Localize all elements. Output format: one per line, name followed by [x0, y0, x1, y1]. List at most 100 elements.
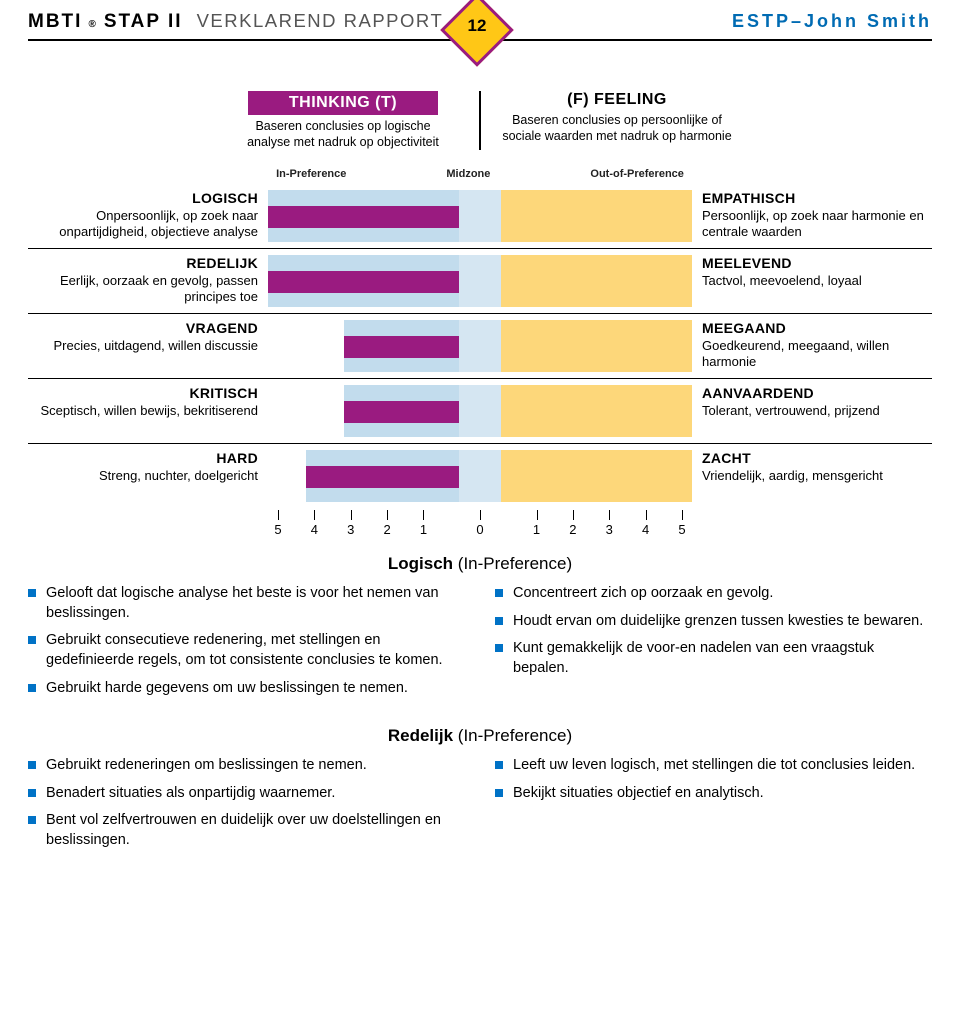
facet-left-title: REDELIJK: [28, 255, 258, 273]
bullet-item: Benadert situaties als onpartijdig waarn…: [28, 784, 465, 804]
bullet-item: Houdt ervan om duidelijke grenzen tussen…: [495, 612, 932, 632]
step-label: STAP II: [104, 11, 183, 33]
brand-name: MBTI: [28, 11, 82, 33]
zone-midzone: [459, 320, 501, 372]
facet-row: HARDStreng, nuchter, doelgericht ZACHTVri…: [28, 444, 932, 508]
label-inpreference: In-Preference: [276, 168, 346, 180]
bullet-list: Gebruikt redeneringen om beslissingen te…: [28, 756, 465, 850]
score-bar: [268, 271, 459, 293]
zone-outpref: [501, 320, 692, 372]
thinking-title: THINKING (T): [248, 91, 438, 115]
axis-tick: [682, 510, 683, 520]
trait-header: THINKING (T) Baseren conclusies op logis…: [0, 91, 960, 150]
axis-tick: [351, 510, 352, 520]
report-header: MBTI® STAP II VERKLAREND RAPPORT 12 ESTP…: [0, 0, 960, 33]
facet-bar-zone: [268, 450, 692, 502]
bullet-list: Gelooft dat logische analyse het beste i…: [28, 584, 465, 698]
section-title: Logisch (In-Preference): [28, 554, 932, 574]
facet-left-title: KRITISCH: [28, 385, 258, 403]
trait-thinking: THINKING (T) Baseren conclusies op logis…: [213, 91, 473, 150]
facet-right-desc: Goedkeurend, meegaand, willen harmonie: [702, 338, 932, 371]
facet-right-desc: Tolerant, vertrouwend, prijzend: [702, 403, 932, 419]
label-midzone: Midzone: [446, 168, 490, 180]
section-title-paren: (In-Preference): [458, 554, 572, 573]
facet-left: HARDStreng, nuchter, doelgericht: [28, 450, 268, 502]
feeling-desc-2: sociale waarden met nadruk op harmonie: [497, 129, 737, 145]
registered-mark: ®: [88, 19, 97, 30]
zone-outpref: [501, 385, 692, 437]
trait-feeling: (F) FEELING Baseren conclusies op persoo…: [487, 91, 747, 150]
facet-left-desc: Onpersoonlijk, op zoek naar onpartijdigh…: [28, 208, 258, 241]
feeling-title: (F) FEELING: [497, 91, 737, 109]
facet-right-desc: Persoonlijk, op zoek naar harmonie en ce…: [702, 208, 932, 241]
facet-left-desc: Streng, nuchter, doelgericht: [28, 468, 258, 484]
page-number-badge: 12: [445, 0, 509, 58]
score-bar: [344, 401, 458, 423]
section-col-left: Gebruikt redeneringen om beslissingen te…: [28, 756, 465, 858]
section-col-right: Concentreert zich op oorzaak en gevolg.H…: [495, 584, 932, 706]
facet-row: KRITISCHSceptisch, willen bewijs, bekrit…: [28, 379, 932, 444]
bullet-item: Kunt gemakkelijk de voor-en nadelen van …: [495, 639, 932, 678]
section-title-bold: Redelijk: [388, 726, 453, 745]
facet-row: VRAGENDPrecies, uitdagend, willen discus…: [28, 314, 932, 379]
axis-tick-label: 4: [311, 522, 318, 537]
section-columns: Gelooft dat logische analyse het beste i…: [28, 584, 932, 706]
zone-labels-row: In-Preference Midzone Out-of-Preference: [0, 168, 960, 180]
axis-tick: [314, 510, 315, 520]
facet-right-title: EMPATHISCH: [702, 190, 932, 208]
facet-section: Logisch (In-Preference) Gelooft dat logis…: [0, 540, 960, 712]
axis-tick-label: 5: [678, 522, 685, 537]
section-title-bold: Logisch: [388, 554, 453, 573]
facet-bar-zone: [268, 255, 692, 307]
bullet-item: Bent vol zelfvertrouwen en duidelijk ove…: [28, 811, 465, 850]
facet-right-title: MEELEVEND: [702, 255, 932, 273]
zone-outpref: [501, 190, 692, 242]
axis-tick: [423, 510, 424, 520]
facet-right: AANVAARDENDTolerant, vertrouwend, prijze…: [692, 385, 932, 437]
facet-left: LOGISCHOnpersoonlijk, op zoek naar onpar…: [28, 190, 268, 242]
section-title: Redelijk (In-Preference): [28, 726, 932, 746]
bullet-item: Bekijkt situaties objectief en analytisc…: [495, 784, 932, 804]
facet-right-desc: Vriendelijk, aardig, mensgericht: [702, 468, 932, 484]
facet-row: REDELIJKEerlijk, oorzaak en gevolg, pass…: [28, 249, 932, 314]
bullet-item: Leeft uw leven logisch, met stellingen d…: [495, 756, 932, 776]
facet-chart: LOGISCHOnpersoonlijk, op zoek naar onpar…: [0, 184, 960, 508]
facet-right: EMPATHISCHPersoonlijk, op zoek naar harm…: [692, 190, 932, 242]
label-outpreference: Out-of-Preference: [590, 168, 684, 180]
axis-tick-label: 1: [420, 522, 427, 537]
facet-right-title: MEEGAAND: [702, 320, 932, 338]
axis-scale: 54321012345: [278, 510, 682, 540]
bullet-item: Gebruikt harde gegevens om uw beslissing…: [28, 679, 465, 699]
sections-container: Logisch (In-Preference) Gelooft dat logis…: [0, 540, 960, 864]
bullet-item: Gebruikt redeneringen om beslissingen te…: [28, 756, 465, 776]
facet-right: MEEGAANDGoedkeurend, meegaand, willen ha…: [692, 320, 932, 372]
facet-left-title: VRAGEND: [28, 320, 258, 338]
zone-outpref: [501, 450, 692, 502]
person-label: ESTP–John Smith: [732, 11, 932, 32]
facet-left-desc: Precies, uitdagend, willen discussie: [28, 338, 258, 354]
report-subtitle: VERKLAREND RAPPORT: [197, 10, 444, 32]
facet-left: KRITISCHSceptisch, willen bewijs, bekrit…: [28, 385, 268, 437]
axis-row: 54321012345: [0, 510, 960, 540]
facet-row: LOGISCHOnpersoonlijk, op zoek naar onpar…: [28, 184, 932, 249]
facet-right: ZACHTVriendelijk, aardig, mensgericht: [692, 450, 932, 502]
facet-left-desc: Sceptisch, willen bewijs, bekritiserend: [28, 403, 258, 419]
axis-tick: [480, 510, 481, 520]
axis-tick-label: 2: [383, 522, 390, 537]
section-col-left: Gelooft dat logische analyse het beste i…: [28, 584, 465, 706]
facet-right-desc: Tactvol, meevoelend, loyaal: [702, 273, 932, 289]
axis-tick: [537, 510, 538, 520]
facet-left: REDELIJKEerlijk, oorzaak en gevolg, pass…: [28, 255, 268, 307]
trait-divider: [479, 91, 481, 150]
section-col-right: Leeft uw leven logisch, met stellingen d…: [495, 756, 932, 858]
zone-midzone: [459, 255, 501, 307]
thinking-desc-2: analyse met nadruk op objectiviteit: [223, 135, 463, 151]
axis-tick: [278, 510, 279, 520]
thinking-desc-1: Baseren conclusies op logische: [223, 119, 463, 135]
facet-right-title: ZACHT: [702, 450, 932, 468]
axis-tick: [609, 510, 610, 520]
axis-tick-label: 3: [347, 522, 354, 537]
bullet-item: Gelooft dat logische analyse het beste i…: [28, 584, 465, 623]
axis-tick: [573, 510, 574, 520]
axis-tick-label: 3: [606, 522, 613, 537]
